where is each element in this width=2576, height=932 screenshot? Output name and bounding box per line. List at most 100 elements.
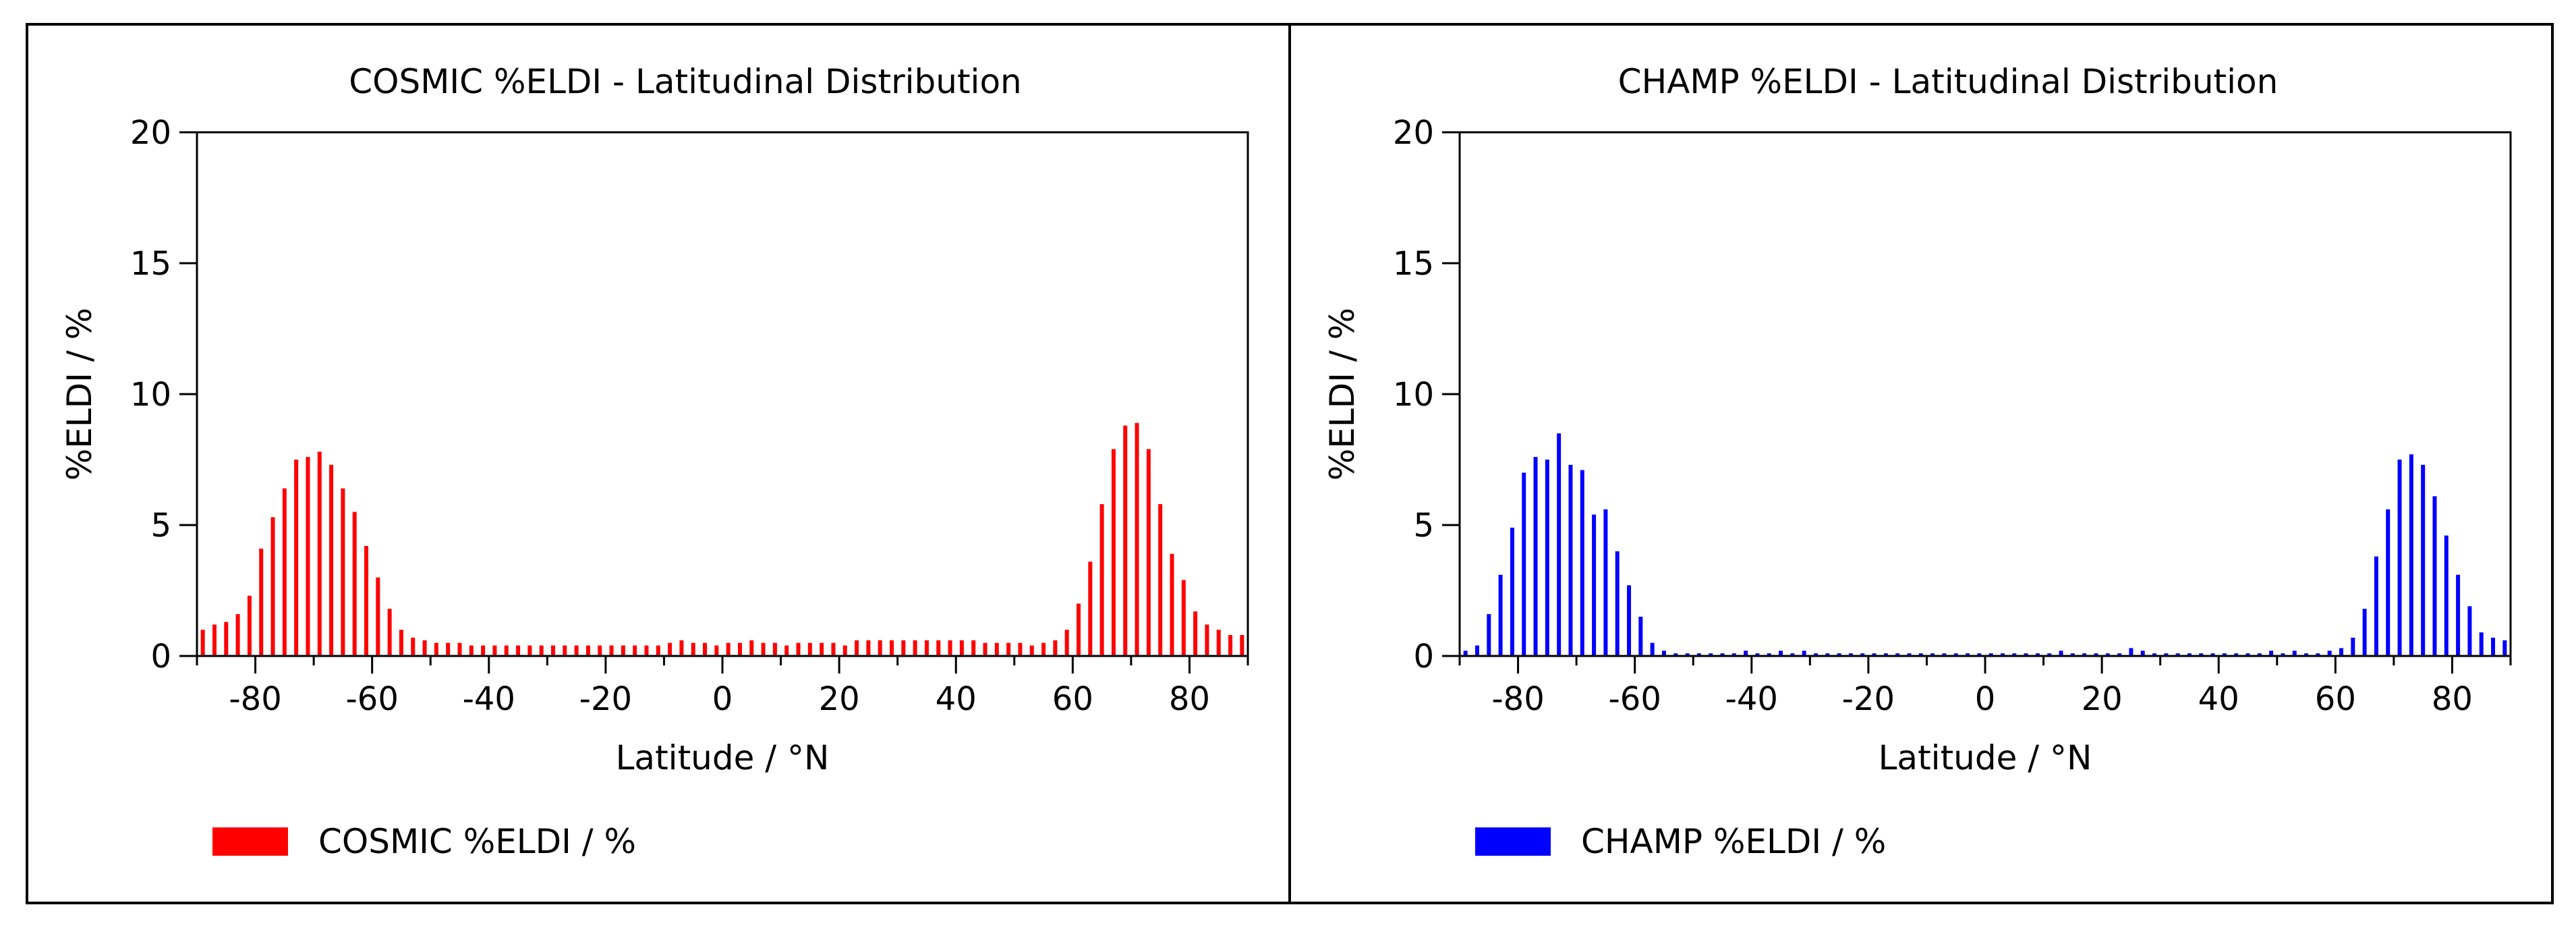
bar [1580,470,1584,656]
x-tick-label: -80 [1491,680,1544,718]
legend-swatch [1475,827,1551,856]
axes-frame [1458,131,2512,657]
bar [1533,457,1538,656]
bar [1953,653,1958,656]
bar [971,640,976,656]
bar [585,645,590,656]
bar [1603,509,1608,656]
bar [2059,651,2063,656]
bar [352,512,357,656]
bar [1568,464,1573,656]
bar [784,645,789,656]
y-tick-label: 20 [130,114,171,152]
bar [1123,425,1128,656]
y-tick-label: 10 [1393,376,1434,414]
bar [1790,653,1795,656]
x-tick-label: 40 [2198,680,2239,718]
bar [2210,653,2215,656]
bar [1802,651,1806,656]
bar [948,640,952,656]
bar [2386,509,2391,656]
bar [563,645,567,656]
bar [2351,637,2355,656]
bar [855,640,859,656]
bar [1813,653,1818,656]
bar [913,640,917,656]
bar [749,640,754,656]
bar [1907,653,1912,656]
bar [1041,642,1046,656]
bar [1228,634,1233,656]
panel-frame-champ [1288,23,2554,904]
x-tick-label: -60 [345,680,398,718]
bar [1076,603,1081,656]
bar [2140,651,2145,656]
bar [2082,653,2087,656]
bar [1673,653,1678,656]
y-tick-label: 15 [1393,245,1434,283]
bar [1475,645,1479,656]
x-tick-label: -60 [1608,680,1661,718]
x-tick-label: 0 [1975,680,1996,718]
bar [2070,653,2075,656]
bar [1872,653,1877,656]
bar [2292,651,2297,656]
y-axis-label: %ELDI / % [60,308,99,481]
bar [598,645,602,656]
bar [959,640,964,656]
bar [1592,514,1597,656]
bar [1170,553,1174,656]
bar [1825,653,1830,656]
bar [2257,653,2262,656]
bar [1463,651,1468,656]
bar [2047,653,2052,656]
bar [1181,580,1186,656]
y-tick-label: 0 [1413,638,1434,676]
bar [1240,634,1244,656]
bar [2234,653,2239,656]
bar [737,642,742,656]
y-tick-label: 15 [130,245,171,283]
bar [2456,574,2461,656]
bar [796,642,801,656]
bar [679,640,684,656]
bar [890,640,894,656]
bar [446,642,451,656]
x-tick-label: 60 [2315,680,2356,718]
bar [2187,653,2192,656]
bar [1487,613,1491,656]
x-tick-label: 0 [712,680,733,718]
bar [842,645,847,656]
bar [492,645,497,656]
bar [1709,653,1713,656]
x-tick-label: -20 [1842,680,1895,718]
bar [2479,632,2484,656]
bar [2117,653,2122,656]
bar [1627,585,1632,656]
bar [1146,449,1151,656]
bar [270,517,275,656]
bar [2129,648,2134,656]
bar [2222,653,2227,656]
bar [282,488,287,656]
bar [434,642,438,656]
bar [2269,651,2274,656]
y-axis-label: %ELDI / % [1323,308,1362,481]
bar [1510,527,1514,656]
bar [703,642,708,656]
bar [469,645,474,656]
bar [1018,642,1023,656]
bar [1661,651,1666,656]
bar [539,645,544,656]
x-axis-label: Latitude / °N [616,738,830,777]
bar [1720,653,1725,656]
bar [1638,616,1643,656]
bar [317,451,322,656]
x-axis-ticks: -80 -60 -40 -20 0 20 40 60 80 [196,656,1249,718]
bar [481,645,486,656]
bar [2444,535,2449,656]
bar [212,624,217,656]
bar [411,637,416,656]
bar [2175,653,2180,656]
bar [2374,556,2378,656]
